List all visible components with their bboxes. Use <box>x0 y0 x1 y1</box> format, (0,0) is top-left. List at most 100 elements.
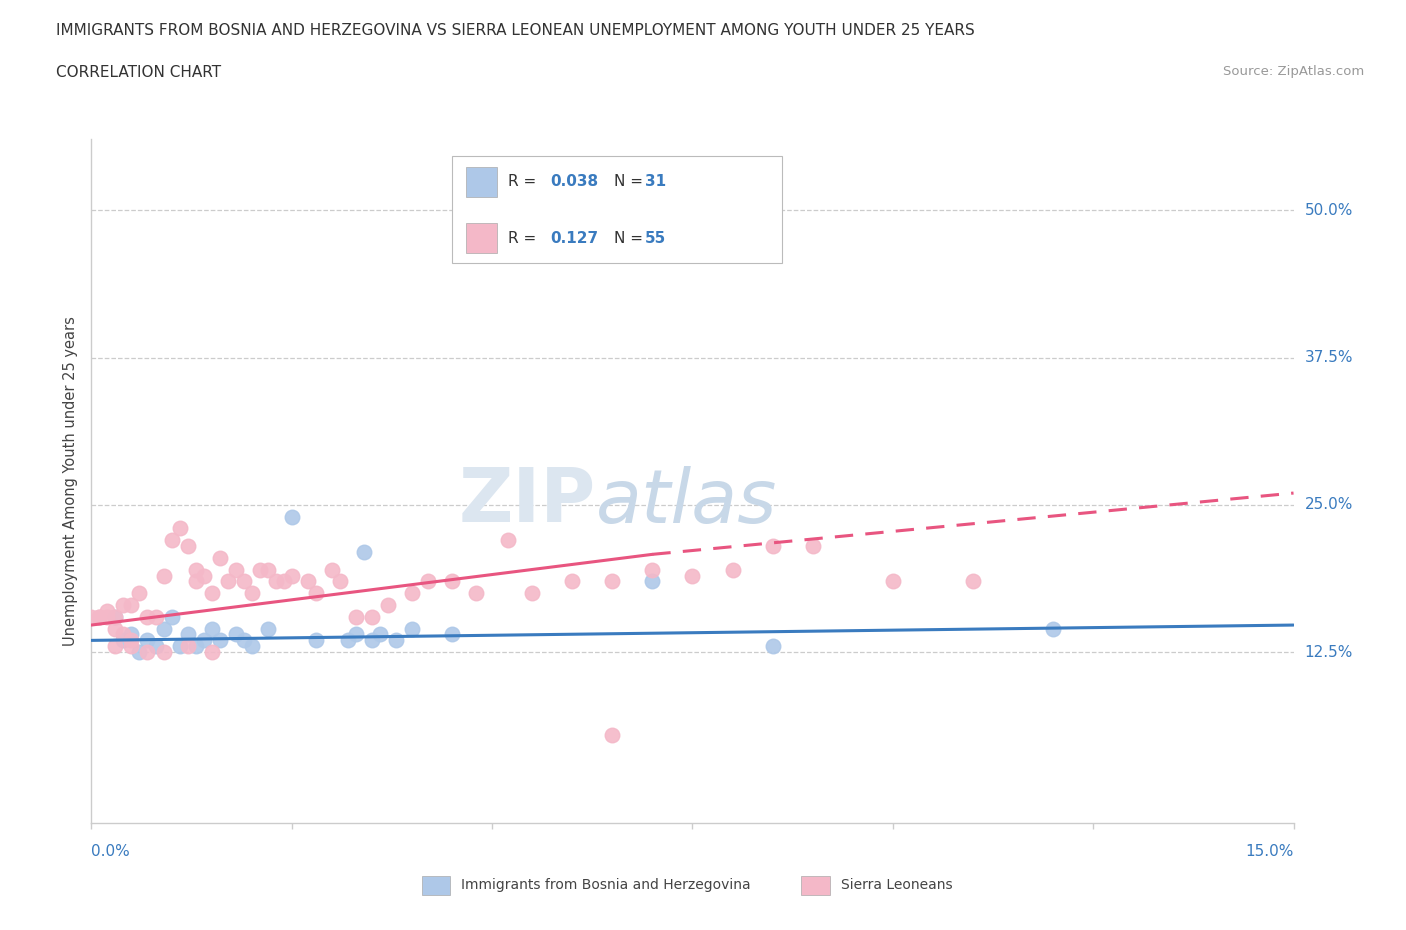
Point <box>208 551 231 565</box>
Point <box>321 563 343 578</box>
Text: N =: N = <box>614 174 648 189</box>
Point <box>176 538 198 553</box>
Point <box>104 639 127 654</box>
Point <box>121 627 143 642</box>
Point <box>273 574 295 589</box>
Point <box>104 621 127 636</box>
Point <box>344 627 367 642</box>
Point <box>136 633 159 648</box>
Point <box>232 574 254 589</box>
Point <box>681 568 703 583</box>
Point <box>145 639 167 654</box>
Point <box>641 574 664 589</box>
Point <box>360 633 382 648</box>
Text: 12.5%: 12.5% <box>1305 644 1353 659</box>
Point <box>232 633 254 648</box>
Point <box>721 563 744 578</box>
Text: 55: 55 <box>645 231 666 246</box>
Text: CORRELATION CHART: CORRELATION CHART <box>56 65 221 80</box>
Point <box>201 644 224 659</box>
Point <box>112 633 135 648</box>
Point <box>401 586 423 601</box>
Point <box>440 627 463 642</box>
Text: R =: R = <box>509 231 541 246</box>
Point <box>305 633 328 648</box>
Point <box>201 621 224 636</box>
Point <box>762 538 785 553</box>
Point <box>80 609 103 624</box>
Text: 37.5%: 37.5% <box>1305 350 1353 365</box>
Text: 0.038: 0.038 <box>551 174 599 189</box>
Point <box>522 586 544 601</box>
Point <box>336 633 359 648</box>
Text: 0.0%: 0.0% <box>91 844 131 858</box>
Point <box>225 563 247 578</box>
Point <box>240 639 263 654</box>
Point <box>193 568 215 583</box>
Text: 15.0%: 15.0% <box>1246 844 1294 858</box>
Point <box>344 609 367 624</box>
Point <box>305 586 328 601</box>
Point <box>96 604 118 618</box>
Point <box>217 574 239 589</box>
Point <box>801 538 824 553</box>
Point <box>962 574 984 589</box>
Point <box>368 627 391 642</box>
Point <box>152 644 174 659</box>
Point <box>160 609 183 624</box>
Point <box>136 609 159 624</box>
Text: R =: R = <box>509 174 541 189</box>
Point <box>1042 621 1064 636</box>
Point <box>104 609 127 624</box>
Text: 31: 31 <box>645 174 666 189</box>
Text: N =: N = <box>614 231 648 246</box>
Point <box>360 609 382 624</box>
Point <box>329 574 352 589</box>
Point <box>121 633 143 648</box>
Point <box>169 521 191 536</box>
Text: Immigrants from Bosnia and Herzegovina: Immigrants from Bosnia and Herzegovina <box>461 878 751 893</box>
Text: 0.127: 0.127 <box>551 231 599 246</box>
Point <box>104 609 127 624</box>
Point <box>128 586 150 601</box>
Point <box>602 727 624 742</box>
Point <box>112 627 135 642</box>
Point <box>353 545 375 560</box>
Point <box>152 621 174 636</box>
Point <box>89 609 111 624</box>
Text: 50.0%: 50.0% <box>1305 203 1353 218</box>
Text: Sierra Leoneans: Sierra Leoneans <box>841 878 952 893</box>
Point <box>281 568 304 583</box>
Text: ZIP: ZIP <box>458 465 596 538</box>
Point <box>193 633 215 648</box>
Point <box>882 574 904 589</box>
Point <box>201 586 224 601</box>
Point <box>297 574 319 589</box>
Text: IMMIGRANTS FROM BOSNIA AND HERZEGOVINA VS SIERRA LEONEAN UNEMPLOYMENT AMONG YOUT: IMMIGRANTS FROM BOSNIA AND HERZEGOVINA V… <box>56 23 974 38</box>
Point <box>440 574 463 589</box>
Point <box>169 639 191 654</box>
Point <box>136 644 159 659</box>
Point <box>240 586 263 601</box>
Point <box>121 598 143 613</box>
Point <box>96 609 118 624</box>
Point <box>465 586 488 601</box>
Point <box>377 598 399 613</box>
Point <box>641 563 664 578</box>
Point <box>249 563 271 578</box>
Text: Source: ZipAtlas.com: Source: ZipAtlas.com <box>1223 65 1364 78</box>
Text: 25.0%: 25.0% <box>1305 498 1353 512</box>
Point <box>184 563 207 578</box>
Point <box>496 533 519 548</box>
Point <box>602 574 624 589</box>
Point <box>416 574 439 589</box>
Point <box>762 639 785 654</box>
Point <box>160 533 183 548</box>
Point <box>385 633 408 648</box>
Point <box>561 574 583 589</box>
Point <box>145 609 167 624</box>
Point <box>184 574 207 589</box>
Point <box>281 510 304 525</box>
Point <box>121 639 143 654</box>
Point <box>152 568 174 583</box>
